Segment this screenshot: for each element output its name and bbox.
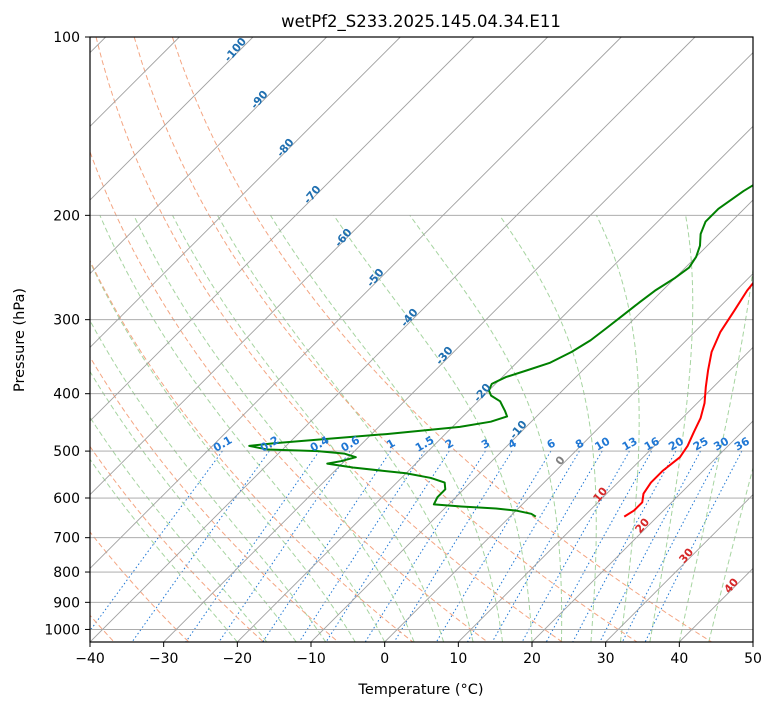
tick-layer: −40 −30 −20 −10 0 10 20 30 40 50 100 200 300 400 500 60… bbox=[44, 30, 762, 667]
x-tick-label: −20 bbox=[223, 651, 253, 667]
mixing-ratio-line bbox=[491, 450, 603, 642]
isotherm-line bbox=[90, 37, 254, 201]
isotherm-line bbox=[90, 37, 622, 569]
x-axis-label: Temperature (°C) bbox=[357, 682, 483, 698]
dry-adiabat-line bbox=[90, 259, 414, 642]
profile-layer bbox=[248, 184, 753, 518]
moist-adiabat-line bbox=[172, 215, 445, 642]
y-tick-label: 600 bbox=[53, 491, 80, 507]
y-tick-label: 800 bbox=[53, 565, 80, 581]
moist-adiabat-line bbox=[99, 215, 386, 642]
isotherm-line bbox=[310, 199, 753, 642]
x-tick-label: 30 bbox=[597, 651, 615, 667]
moist-adiabat-line bbox=[133, 215, 415, 642]
isotherm-line bbox=[163, 52, 753, 642]
moist-adiabat-line bbox=[708, 466, 753, 642]
moist-adiabat-line bbox=[90, 458, 238, 642]
moist-adiabat-line bbox=[90, 260, 356, 642]
x-tick-label: 40 bbox=[670, 651, 688, 667]
isotherm-line bbox=[531, 420, 753, 642]
moist-adiabat-line bbox=[678, 265, 753, 642]
x-tick-label: −10 bbox=[296, 651, 326, 667]
y-axis-label: Pressure (hPa) bbox=[12, 288, 28, 392]
dry-adiabat-line bbox=[171, 37, 712, 642]
mixing-ratio-line bbox=[572, 450, 677, 642]
x-tick-label: −40 bbox=[75, 651, 105, 667]
moist-adiabat-line bbox=[649, 215, 694, 642]
dry-adiabat-line bbox=[90, 356, 339, 642]
y-tick-label: 500 bbox=[53, 444, 80, 460]
moist-adiabat-line bbox=[90, 319, 327, 642]
moist-adiabat-line bbox=[90, 416, 268, 642]
mixing-ratio-line bbox=[218, 450, 351, 642]
y-tick-label: 400 bbox=[53, 387, 80, 403]
y-tick-label: 200 bbox=[53, 208, 80, 224]
moist-adiabat-line bbox=[499, 215, 597, 642]
dry-adiabat-line bbox=[95, 37, 563, 642]
mixing-ratio-line bbox=[298, 450, 425, 642]
mixing-ratio-line bbox=[644, 450, 743, 642]
x-tick-label: 0 bbox=[380, 651, 389, 667]
isotherm-line bbox=[90, 37, 696, 642]
x-tick-label: 10 bbox=[449, 651, 467, 667]
moist-adiabat-line bbox=[270, 215, 504, 642]
mixing-ratio-line bbox=[521, 450, 630, 642]
isotherm-line bbox=[90, 37, 401, 348]
x-tick-label: 50 bbox=[744, 651, 762, 667]
dry-adiabat-line bbox=[90, 445, 264, 642]
isotherm-line bbox=[237, 125, 753, 642]
x-tick-label: 20 bbox=[523, 651, 541, 667]
mixing-ratio-line bbox=[185, 450, 320, 642]
moist-adiabat-line bbox=[90, 370, 297, 642]
y-tick-label: 300 bbox=[53, 313, 80, 329]
moist-adiabat-line bbox=[409, 215, 563, 642]
plot-frame bbox=[89, 36, 754, 643]
isotherm-line bbox=[90, 37, 548, 496]
mixing-ratio-line bbox=[621, 450, 722, 642]
dry-adiabat-line bbox=[90, 531, 190, 642]
mixing-ratio-line bbox=[599, 450, 701, 642]
y-tick-label: 900 bbox=[53, 595, 80, 611]
moist-adiabat-line bbox=[596, 215, 640, 642]
isotherm-line bbox=[605, 494, 753, 642]
mixing-ratio-line bbox=[545, 450, 653, 642]
y-tick-label: 100 bbox=[53, 30, 80, 46]
dry-adiabat-line bbox=[90, 150, 488, 642]
mixing-ratio-line bbox=[262, 450, 392, 642]
isotherm-line bbox=[384, 273, 753, 642]
x-tick-label: −30 bbox=[149, 651, 179, 667]
isotherm-line bbox=[458, 346, 753, 642]
isotherm-line bbox=[90, 37, 327, 275]
dewpoint-line bbox=[248, 184, 753, 518]
mixing-ratio-line bbox=[90, 450, 223, 632]
temperature-line bbox=[623, 281, 753, 518]
dry-adiabat-line bbox=[133, 37, 638, 642]
chart-title: wetPf2_S233.2025.145.04.34.E11 bbox=[281, 12, 561, 32]
y-tick-label: 700 bbox=[53, 531, 80, 547]
y-tick-label: 1000 bbox=[44, 622, 80, 638]
isotherm-line bbox=[90, 37, 475, 422]
grid-layer bbox=[90, 37, 753, 642]
